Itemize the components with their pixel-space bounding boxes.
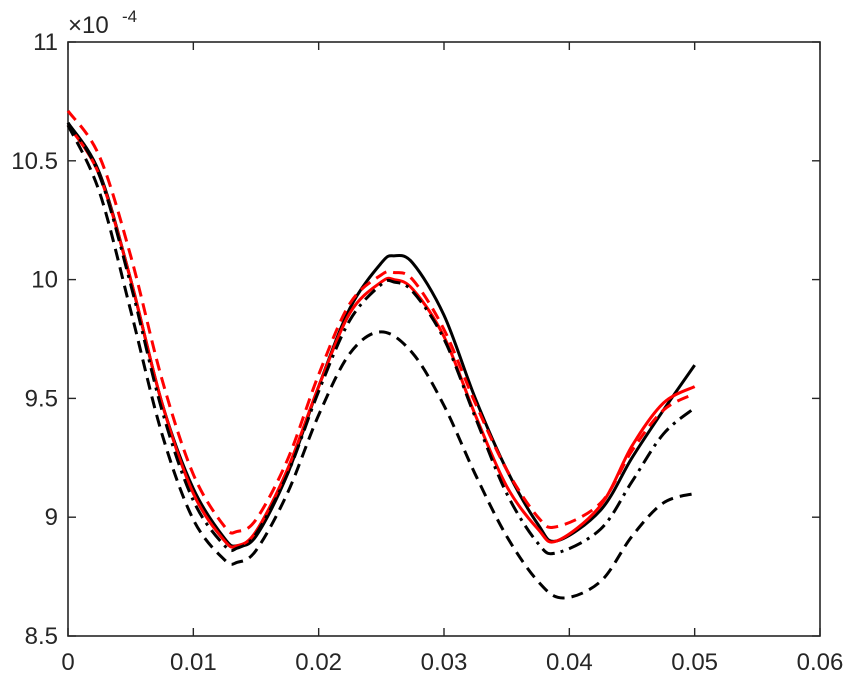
y-tick-label: 9.5 [25,385,58,412]
y-tick-label: 9 [45,504,58,531]
y-tick-label: 8.5 [25,623,58,650]
ticks-layer: 0 0.01 0.02 0.03 0.04 0.05 0.06 8.5 9 9.5 10 10.5 11 [11,29,843,676]
y-tick-label: 10.5 [11,148,58,175]
series-line-4 [66,121,696,556]
x-tick-label: 0.06 [797,649,844,676]
y-tick-label: 10 [31,267,58,294]
x-tick-label: 0.03 [421,649,468,676]
series-layer [66,110,696,600]
x-tick-label: 0.05 [671,649,718,676]
series-line-3 [66,110,696,535]
x-tick-label: 0.04 [546,649,593,676]
x-tick-label: 0.02 [295,649,342,676]
y-exponent-base: ×10 [68,12,109,39]
y-tick-label: 11 [33,29,58,56]
series-line-2 [66,124,696,549]
y-exponent-power: -4 [122,7,137,26]
x-tick-label: 0 [61,649,74,676]
x-tick-label: 0.01 [170,649,217,676]
plot-area: 0 0.01 0.02 0.03 0.04 0.05 0.06 8.5 9 9.5 10 10.5 11 [11,29,843,676]
